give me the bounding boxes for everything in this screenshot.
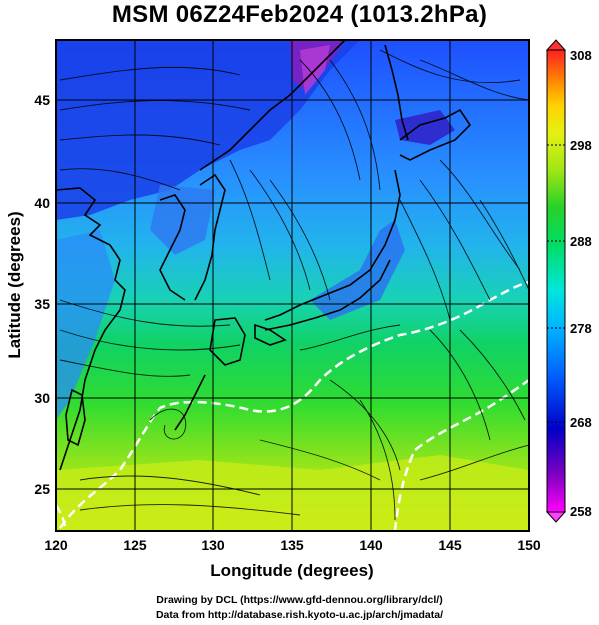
streamline	[419, 179, 491, 301]
colorbar-tick-label: 308	[570, 48, 592, 63]
x-tick-label: 125	[123, 537, 147, 553]
y-tick-label: 35	[34, 296, 50, 312]
x-tick-label: 130	[201, 537, 225, 553]
streamline	[59, 359, 191, 377]
coastlines	[56, 40, 472, 471]
colorbar-tick-label: 278	[570, 321, 592, 336]
coastline-shikoku	[254, 323, 287, 346]
coastline-china	[56, 187, 126, 471]
streamline	[149, 408, 187, 440]
x-axis-ticks: 120 125 130 135 140 145 150	[44, 537, 541, 553]
streamline	[59, 100, 251, 111]
y-tick-label: 30	[34, 390, 50, 406]
plot-frame	[55, 39, 530, 532]
colorbar-top-arrow	[545, 39, 567, 51]
streamline	[59, 329, 241, 351]
streamline	[299, 59, 361, 181]
x-tick-label: 150	[517, 537, 541, 553]
streamline	[59, 66, 241, 81]
streamline	[299, 324, 401, 351]
coastline-russia	[199, 40, 346, 171]
x-tick-label: 145	[438, 537, 462, 553]
streamline	[459, 329, 526, 421]
coastline-sakhalin	[384, 44, 409, 141]
colorbar-tick-label: 288	[570, 234, 592, 249]
x-axis-label: Longitude (degrees)	[210, 561, 373, 580]
coastline-korea-west	[159, 194, 186, 301]
y-axis-label: Latitude (degrees)	[5, 211, 24, 358]
streamline	[479, 199, 529, 291]
map-title: MSM 06Z24Feb2024 (1013.2hPa)	[111, 1, 488, 28]
coastline-korea-east	[194, 173, 226, 301]
colorbar-bottom-arrow	[545, 511, 567, 523]
streamline	[329, 59, 381, 191]
streamline	[79, 504, 301, 516]
streamline	[419, 59, 529, 101]
streamline	[399, 199, 451, 321]
y-tick-label: 45	[34, 92, 50, 108]
y-axis-ticks: 25 30 35 40 45	[34, 92, 50, 497]
coastline-kyushu	[209, 317, 246, 366]
colorbar-scale	[546, 49, 566, 513]
contour-line-3	[56, 504, 68, 531]
x-tick-label: 120	[44, 537, 68, 553]
coastline-taiwan	[65, 388, 86, 447]
colorbar-tick-label: 258	[570, 504, 592, 519]
y-tick-label: 40	[34, 195, 50, 211]
colorbar-tick-label: 298	[570, 138, 592, 153]
map-grid	[56, 40, 529, 531]
wind-streamlines	[59, 49, 529, 521]
cold-region-honshu	[310, 220, 405, 320]
contour-line	[58, 280, 529, 529]
streamline	[259, 439, 381, 481]
colorbar-tick-label: 268	[570, 415, 592, 430]
x-tick-label: 140	[359, 537, 383, 553]
cold-region-china-coast	[56, 230, 115, 420]
streamline	[419, 444, 529, 481]
streamline	[379, 49, 521, 84]
streamline	[79, 475, 261, 496]
coastline-honshu	[264, 169, 401, 321]
streamline	[229, 159, 271, 281]
streamline	[59, 299, 231, 327]
streamline	[59, 134, 221, 146]
streamline	[269, 179, 331, 301]
x-tick-label: 135	[280, 537, 304, 553]
coastline-ryukyu	[174, 374, 206, 431]
streamline	[329, 379, 401, 471]
streamline	[59, 168, 181, 191]
streamline	[429, 329, 491, 441]
colorbar: 258 268 278 288 298 308	[545, 39, 592, 523]
credit-drawing: Drawing by DCL (https://www.gfd-dennou.o…	[156, 594, 443, 606]
y-tick-label: 25	[34, 481, 50, 497]
streamline	[249, 169, 311, 291]
streamline	[359, 399, 396, 521]
credit-data-source: Data from http://database.rish.kyoto-u.a…	[155, 609, 444, 621]
coastline-hokkaido	[399, 108, 472, 161]
coastline-honshu-south	[264, 259, 391, 331]
